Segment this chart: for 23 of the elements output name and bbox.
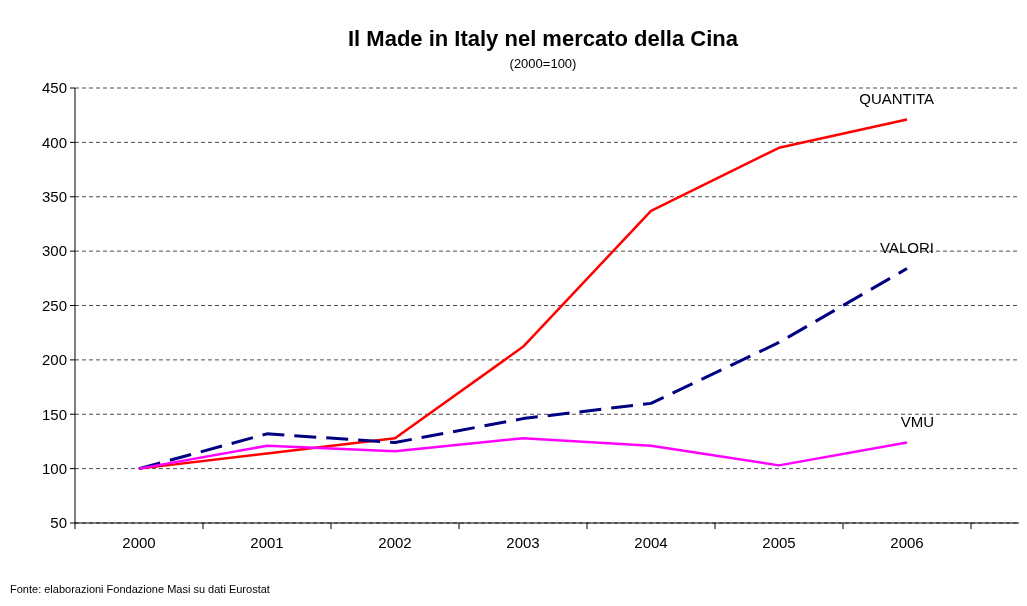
x-tick-label: 2006 — [890, 534, 924, 551]
chart-title: Il Made in Italy nel mercato della Cina — [347, 26, 739, 51]
x-tick-label: 2004 — [634, 534, 668, 551]
y-tick-label: 100 — [41, 459, 67, 477]
x-tick-label: 2000 — [122, 534, 156, 551]
y-tick-label: 250 — [41, 296, 67, 314]
y-tick-label: 300 — [41, 242, 67, 260]
y-tick-label: 150 — [41, 405, 67, 423]
y-tick-label: 400 — [41, 133, 67, 151]
x-tick-label: 2001 — [250, 534, 284, 551]
y-tick-label: 450 — [41, 79, 67, 97]
source-note: Fonte: elaborazioni Fondazione Masi su dati Eurostat — [10, 583, 270, 595]
y-tick-label: 350 — [41, 188, 67, 205]
chart-subtitle: (2000=100) — [509, 56, 577, 71]
y-tick-label: 50 — [50, 514, 67, 532]
series-label: VMU — [900, 412, 934, 430]
x-tick-label: 2005 — [762, 534, 796, 551]
series-label: VALORI — [880, 238, 934, 256]
line-series — [137, 436, 909, 470]
series-label: QUANTITA — [859, 89, 934, 107]
x-tick-label: 2003 — [506, 534, 540, 551]
x-tick-label: 2002 — [378, 534, 412, 551]
y-tick-label: 200 — [41, 351, 67, 369]
